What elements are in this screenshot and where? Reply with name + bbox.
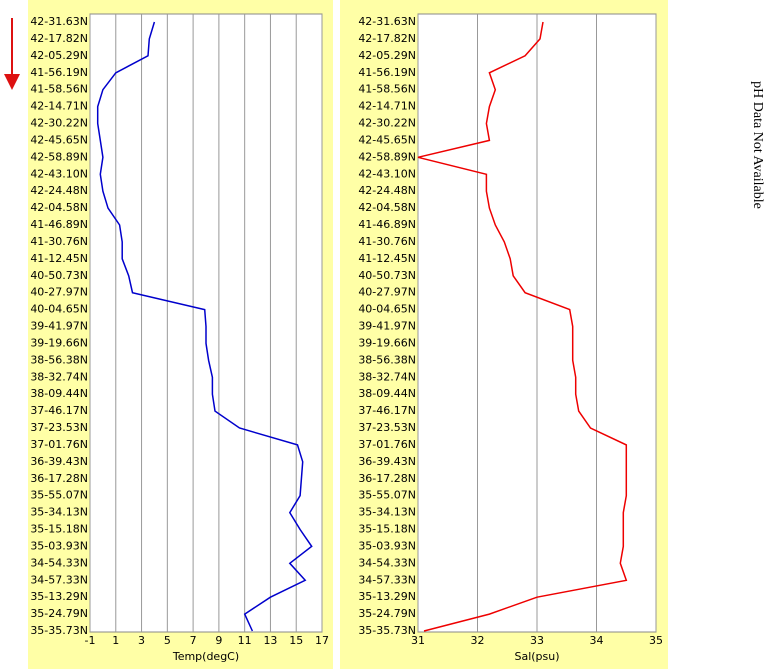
y-tick-label: 41-56.19N <box>30 66 88 79</box>
y-tick-label: 41-58.56N <box>30 83 88 96</box>
y-tick-label: 41-30.76N <box>30 235 88 248</box>
x-tick-label: -1 <box>85 634 96 647</box>
y-tick-label: 35-35.73N <box>358 624 416 637</box>
y-tick-label: 35-24.79N <box>30 607 88 620</box>
y-tick-label: 37-23.53N <box>30 421 88 434</box>
y-tick-label: 42-04.58N <box>30 201 88 214</box>
x-axis-title: Sal(psu) <box>514 650 559 663</box>
y-tick-label: 42-24.48N <box>30 184 88 197</box>
y-tick-label: 41-12.45N <box>358 252 416 265</box>
y-tick-label: 35-55.07N <box>30 489 88 502</box>
y-tick-label: 42-17.82N <box>358 32 416 45</box>
y-tick-label: 42-30.22N <box>358 117 416 130</box>
y-tick-label: 37-01.76N <box>30 438 88 451</box>
y-tick-label: 35-03.93N <box>358 539 416 552</box>
x-tick-label: 5 <box>164 634 171 647</box>
x-tick-label: 15 <box>289 634 303 647</box>
y-tick-label: 39-19.66N <box>30 336 88 349</box>
y-tick-label: 42-45.65N <box>30 133 88 146</box>
data-line <box>417 21 628 632</box>
y-tick-label: 42-58.89N <box>30 150 88 163</box>
y-tick-label: 36-39.43N <box>30 455 88 468</box>
y-tick-label: 42-14.71N <box>30 100 88 113</box>
y-tick-label: 40-04.65N <box>358 303 416 316</box>
y-tick-label: 42-17.82N <box>30 32 88 45</box>
y-tick-label: 39-41.97N <box>30 320 88 333</box>
y-tick-label: 38-56.38N <box>358 353 416 366</box>
x-tick-label: 31 <box>411 634 425 647</box>
y-tick-label: 35-13.29N <box>30 590 88 603</box>
y-tick-label: 35-15.18N <box>358 523 416 536</box>
y-tick-label: 38-32.74N <box>358 370 416 383</box>
y-tick-label: 38-56.38N <box>30 353 88 366</box>
y-tick-label: 42-43.10N <box>358 167 416 180</box>
y-tick-label: 39-41.97N <box>358 320 416 333</box>
x-tick-label: 13 <box>263 634 277 647</box>
x-tick-label: 35 <box>649 634 663 647</box>
y-tick-label: 35-24.79N <box>358 607 416 620</box>
y-tick-label: 35-34.13N <box>30 506 88 519</box>
y-tick-label: 42-31.63N <box>30 15 88 28</box>
y-tick-label: 37-23.53N <box>358 421 416 434</box>
y-tick-label: 42-45.65N <box>358 133 416 146</box>
y-tick-label: 42-30.22N <box>30 117 88 130</box>
x-tick-label: 34 <box>590 634 604 647</box>
y-tick-label: 42-14.71N <box>358 100 416 113</box>
x-tick-label: 9 <box>215 634 222 647</box>
y-tick-label: 42-04.58N <box>358 201 416 214</box>
y-tick-label: 42-43.10N <box>30 167 88 180</box>
y-tick-label: 35-35.73N <box>30 624 88 637</box>
x-axis-title: Temp(degC) <box>172 650 239 663</box>
y-tick-label: 34-54.33N <box>30 556 88 569</box>
y-tick-label: 40-50.73N <box>358 269 416 282</box>
y-tick-label: 42-05.29N <box>30 49 88 62</box>
y-tick-label: 35-15.18N <box>30 523 88 536</box>
y-tick-label: 42-05.29N <box>358 49 416 62</box>
y-tick-label: 36-17.28N <box>358 472 416 485</box>
y-tick-label: 41-56.19N <box>358 66 416 79</box>
y-tick-label: 35-03.93N <box>30 539 88 552</box>
y-tick-label: 39-19.66N <box>358 336 416 349</box>
y-tick-label: 38-09.44N <box>358 387 416 400</box>
x-tick-label: 32 <box>471 634 485 647</box>
x-tick-label: 11 <box>238 634 252 647</box>
y-tick-label: 37-01.76N <box>358 438 416 451</box>
x-tick-label: 17 <box>315 634 329 647</box>
y-tick-label: 41-12.45N <box>30 252 88 265</box>
y-tick-label: 40-27.97N <box>30 286 88 299</box>
y-tick-label: 41-30.76N <box>358 235 416 248</box>
ph-note: pH Data Not Available <box>750 81 765 209</box>
y-tick-label: 41-46.89N <box>358 218 416 231</box>
y-tick-label: 35-55.07N <box>358 489 416 502</box>
y-tick-label: 35-13.29N <box>358 590 416 603</box>
y-tick-label: 40-27.97N <box>358 286 416 299</box>
y-tick-label: 35-34.13N <box>358 506 416 519</box>
y-tick-label: 40-04.65N <box>30 303 88 316</box>
y-tick-label: 42-58.89N <box>358 150 416 163</box>
y-tick-label: 36-39.43N <box>358 455 416 468</box>
y-tick-label: 42-24.48N <box>358 184 416 197</box>
y-tick-label: 41-46.89N <box>30 218 88 231</box>
y-tick-label: 41-58.56N <box>358 83 416 96</box>
x-tick-label: 7 <box>190 634 197 647</box>
y-tick-label: 38-32.74N <box>30 370 88 383</box>
x-tick-label: 3 <box>138 634 145 647</box>
y-tick-label: 36-17.28N <box>30 472 88 485</box>
y-tick-label: 37-46.17N <box>358 404 416 417</box>
x-tick-label: 1 <box>112 634 119 647</box>
data-line <box>96 21 313 632</box>
y-tick-label: 34-57.33N <box>358 573 416 586</box>
y-tick-label: 34-57.33N <box>30 573 88 586</box>
y-tick-label: 42-31.63N <box>358 15 416 28</box>
y-tick-label: 34-54.33N <box>358 556 416 569</box>
y-tick-label: 37-46.17N <box>30 404 88 417</box>
y-tick-label: 38-09.44N <box>30 387 88 400</box>
x-tick-label: 33 <box>530 634 544 647</box>
y-tick-label: 40-50.73N <box>30 269 88 282</box>
